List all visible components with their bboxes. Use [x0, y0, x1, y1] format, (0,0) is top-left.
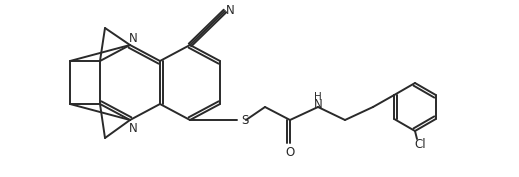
Text: N: N [313, 98, 322, 112]
Text: N: N [129, 121, 138, 135]
Text: N: N [129, 32, 138, 44]
Text: O: O [285, 147, 295, 159]
Text: N: N [226, 4, 235, 16]
Text: Cl: Cl [414, 138, 426, 152]
Text: H: H [314, 92, 322, 102]
Text: S: S [241, 115, 249, 127]
